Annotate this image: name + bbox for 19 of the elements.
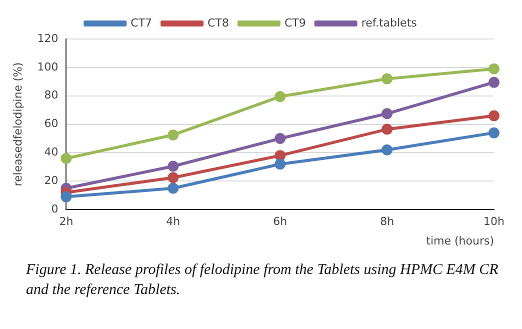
y-tick-label: 100 (37, 60, 58, 74)
legend-label: CT7 (130, 16, 152, 30)
caption: Figure 1. Release profiles of felodipine from the Tablets using HPMC E4M CR and the reference Tablets. (26, 261, 500, 300)
x-axis-title: time (hours) (426, 234, 494, 248)
y-tick-label: 60 (44, 117, 58, 130)
x-tick-label: 4h (166, 215, 180, 228)
legend-label: CT9 (284, 16, 306, 30)
x-tick-label: 8h (380, 215, 394, 228)
x-tick-label: 10h (484, 215, 505, 228)
x-tick-label: 6h (273, 215, 288, 228)
y-axis-title: releasedfelodipine (%) (11, 62, 24, 186)
legend-label: ref.tablets (361, 16, 418, 30)
y-tick-label: 0 (51, 202, 58, 216)
y-tick-label: 40 (44, 146, 58, 159)
y-tick-label: 120 (37, 32, 58, 45)
y-tick-label: 80 (44, 88, 58, 102)
y-tick-label: 20 (44, 174, 58, 188)
x-tick-label: 2h (59, 215, 74, 228)
legend-label: CT8 (208, 16, 229, 30)
